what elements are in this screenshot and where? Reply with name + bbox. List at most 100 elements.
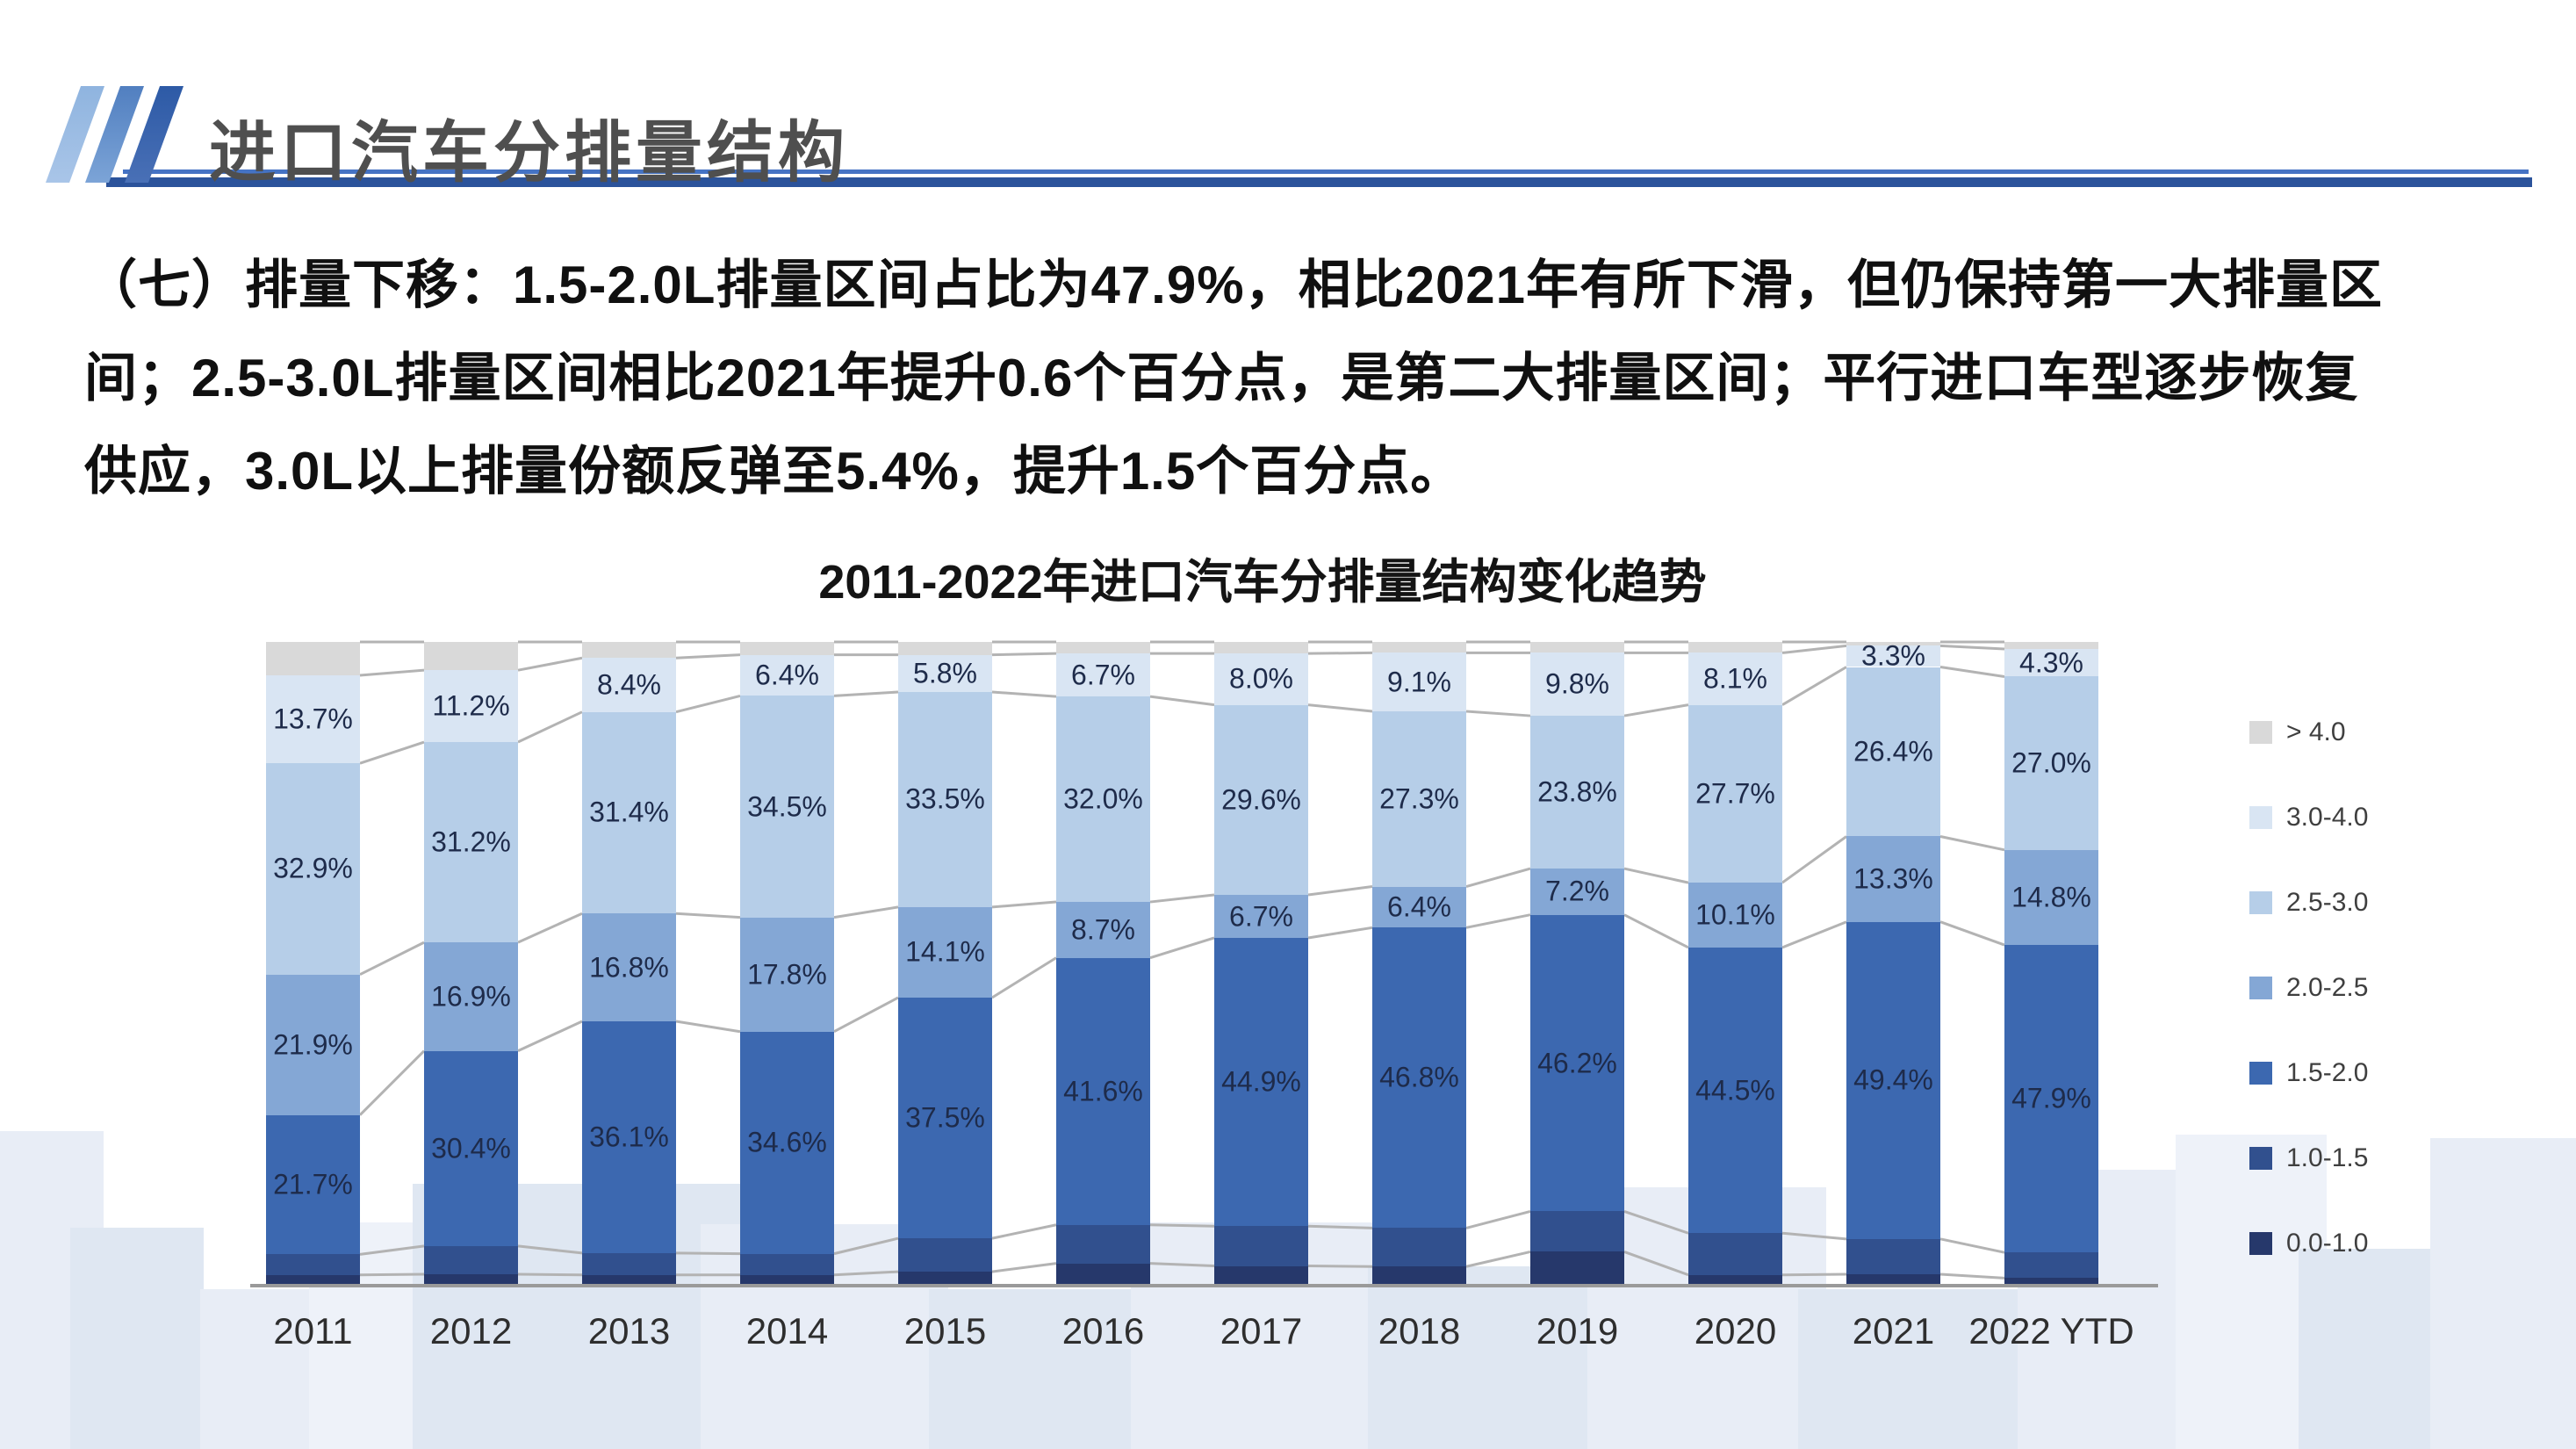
segment-value-label: 21.7% (273, 1168, 353, 1200)
bar-segment (1214, 1226, 1308, 1266)
bar-segment (1688, 704, 1782, 883)
segment-value-label: 11.2% (432, 689, 510, 722)
connector-line (833, 1236, 899, 1256)
connector-line (991, 900, 1057, 909)
skyline-block (70, 1228, 204, 1449)
segment-value-label: 34.5% (747, 790, 827, 822)
bar-segment (898, 692, 992, 907)
bar-segment (1530, 914, 1624, 1212)
connector-line (1149, 1262, 1215, 1268)
segment-value-label: 9.1% (1387, 666, 1451, 698)
summary-line-2: 间；2.5-3.0L排量区间相比2021年提升0.6个百分点，是第二大排量区间；… (84, 349, 2359, 407)
connector-line (517, 710, 583, 744)
connector-line (1781, 644, 1847, 654)
bar-segment (582, 913, 676, 1021)
bar-segment (266, 675, 360, 764)
x-axis-label: 2017 (1220, 1310, 1303, 1352)
segment-value-label: 16.9% (431, 980, 511, 1013)
bar-segment (1214, 704, 1308, 895)
segment-value-label: 16.8% (589, 951, 669, 984)
legend-label: 2.0-2.5 (2286, 973, 2369, 1002)
legend-label: 0.0-1.0 (2286, 1229, 2369, 1258)
segment-value-label: 7.2% (1545, 875, 1609, 907)
bar-segment (1530, 1251, 1624, 1284)
connector-line (1307, 1265, 1373, 1268)
bar-segment (1846, 1238, 1940, 1275)
connector-line (517, 656, 583, 672)
connector-line (1465, 710, 1531, 717)
x-axis-label: 2013 (587, 1310, 671, 1352)
logo-stripes-icon (46, 86, 221, 183)
legend-swatch-icon (2249, 806, 2272, 829)
x-axis-label: 2019 (1536, 1310, 1619, 1352)
connector-line (1623, 1251, 1689, 1277)
legend-item: 3.0-4.0 (2249, 803, 2368, 833)
x-axis-label: 2015 (903, 1310, 987, 1352)
segment-value-label: 13.7% (273, 703, 353, 735)
bar-segment (2004, 849, 2098, 946)
x-axis-label: 2011 (273, 1310, 353, 1352)
page-title: 进口汽车分排量结构 (209, 116, 849, 191)
connector-line (1307, 651, 1373, 655)
segment-value-label: 26.4% (1853, 735, 1933, 768)
segment-value-label: 49.4% (1853, 1063, 1933, 1096)
bar-segment (266, 974, 360, 1115)
summary-paragraph: （七）排量下移：1.5-2.0L排量区间占比为47.9%，相比2021年有所下滑… (84, 239, 2383, 518)
x-axis-label: 2022 YTD (1968, 1310, 2134, 1352)
connector-line (517, 1020, 583, 1053)
legend-swatch-icon (2249, 1232, 2272, 1255)
segment-value-label: 27.7% (1695, 777, 1775, 810)
bar-segment (1372, 642, 1466, 653)
bar-segment (2004, 945, 2098, 1253)
segment-value-label: 14.1% (905, 935, 985, 968)
connector-line (1623, 867, 1689, 884)
legend-item: 0.0-1.0 (2249, 1229, 2368, 1258)
x-axis-label: 2014 (745, 1310, 829, 1352)
legend-label: 1.5-2.0 (2286, 1058, 2369, 1087)
segment-value-label: 14.8% (2011, 881, 2091, 913)
legend-label: 3.0-4.0 (2286, 803, 2369, 832)
connector-line (1623, 1209, 1689, 1235)
connector-line (675, 694, 741, 714)
connector-line (1307, 1224, 1373, 1229)
bar-segment (1846, 645, 1940, 667)
segment-value-label: 6.4% (755, 659, 819, 691)
bar-segment (266, 1114, 360, 1255)
bar-segment (1846, 1274, 1940, 1284)
legend-swatch-icon (2249, 721, 2272, 744)
legend-item: 1.0-1.5 (2249, 1143, 2368, 1173)
bar-segment (1214, 1265, 1308, 1284)
connector-line (1149, 893, 1215, 904)
bar-segment (424, 1050, 518, 1246)
bar-segment (1530, 1211, 1624, 1252)
connector-line (1149, 1223, 1215, 1228)
bar-segment (898, 1238, 992, 1272)
segment-value-label: 9.8% (1545, 667, 1609, 700)
bar-segment (898, 1272, 992, 1284)
connector-line (675, 912, 741, 919)
connector-line (359, 740, 425, 765)
connector-line (833, 905, 899, 919)
bar-segment (1372, 1266, 1466, 1284)
bar-segment (1688, 652, 1782, 705)
bar-segment (424, 942, 518, 1051)
bar-segment (1846, 667, 1940, 837)
bar-segment (1056, 642, 1150, 654)
segment-value-label: 33.5% (905, 782, 985, 815)
connector-line (1781, 835, 1847, 884)
bar-segment (424, 642, 518, 671)
segment-value-label: 47.9% (2011, 1082, 2091, 1114)
connector-line (675, 1020, 741, 1034)
bar-segment (582, 711, 676, 914)
legend-label: > 4.0 (2286, 717, 2346, 746)
bar-segment (2004, 676, 2098, 850)
legend-label: 1.0-1.5 (2286, 1143, 2369, 1172)
bar-segment (2004, 1278, 2098, 1284)
segment-value-label: 27.3% (1379, 782, 1459, 815)
connector-line (1307, 703, 1373, 713)
bar-segment (1056, 957, 1150, 1225)
segment-value-label: 32.9% (273, 852, 353, 884)
connector-line (991, 956, 1057, 999)
bar-segment (1372, 710, 1466, 887)
